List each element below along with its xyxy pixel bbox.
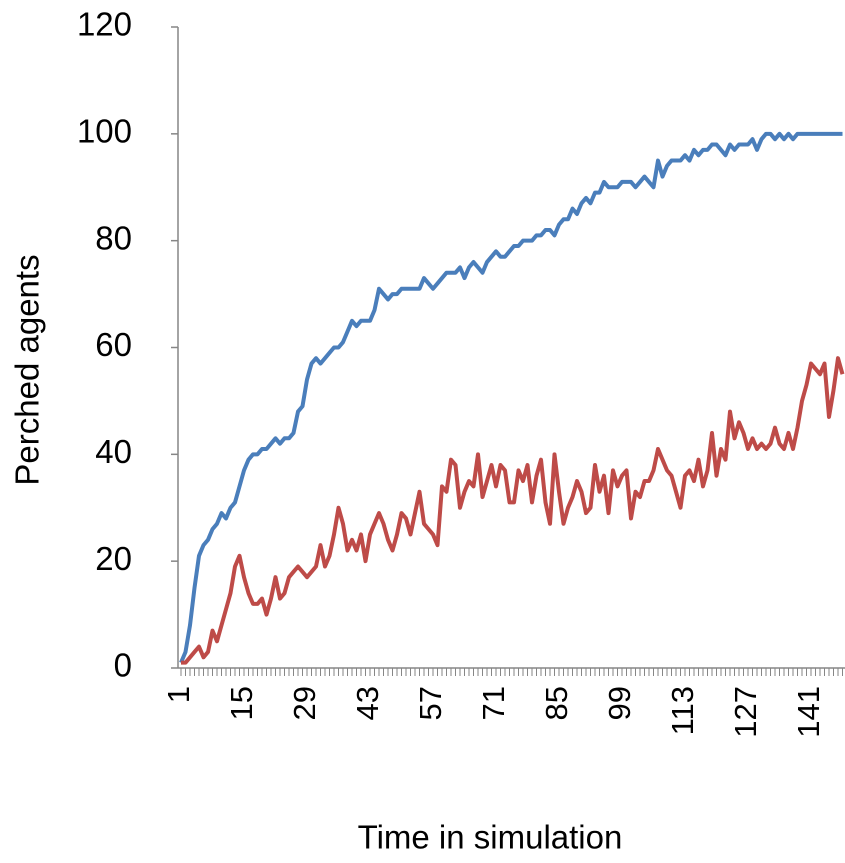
x-tick-label: 127 — [728, 686, 763, 738]
x-tick-label: 85 — [539, 686, 574, 720]
x-tick-label: 57 — [413, 686, 448, 720]
x-tick-label: 15 — [224, 686, 259, 720]
y-tick-label: 100 — [77, 113, 132, 150]
series-line — [179, 131, 843, 664]
x-tick-label: 71 — [476, 686, 511, 720]
y-tick-label: 120 — [77, 6, 132, 43]
x-tick-label: 1 — [161, 686, 196, 703]
x-tick-label: 99 — [602, 686, 637, 720]
y-tick-label: 80 — [95, 219, 132, 256]
x-tick-label: 43 — [350, 686, 385, 720]
y-tick-label: 60 — [95, 326, 132, 363]
series-line — [181, 356, 845, 665]
y-tick-label: 20 — [95, 540, 132, 577]
y-tick-label: 0 — [114, 647, 132, 684]
x-axis-title: Time in simulation — [358, 819, 623, 856]
x-tick-label: 29 — [287, 686, 322, 720]
x-tick-label: 113 — [665, 686, 700, 735]
y-axis-title: Perched agents — [9, 254, 46, 485]
y-tick-label: 40 — [95, 433, 132, 470]
x-tick-label: 141 — [791, 686, 826, 738]
